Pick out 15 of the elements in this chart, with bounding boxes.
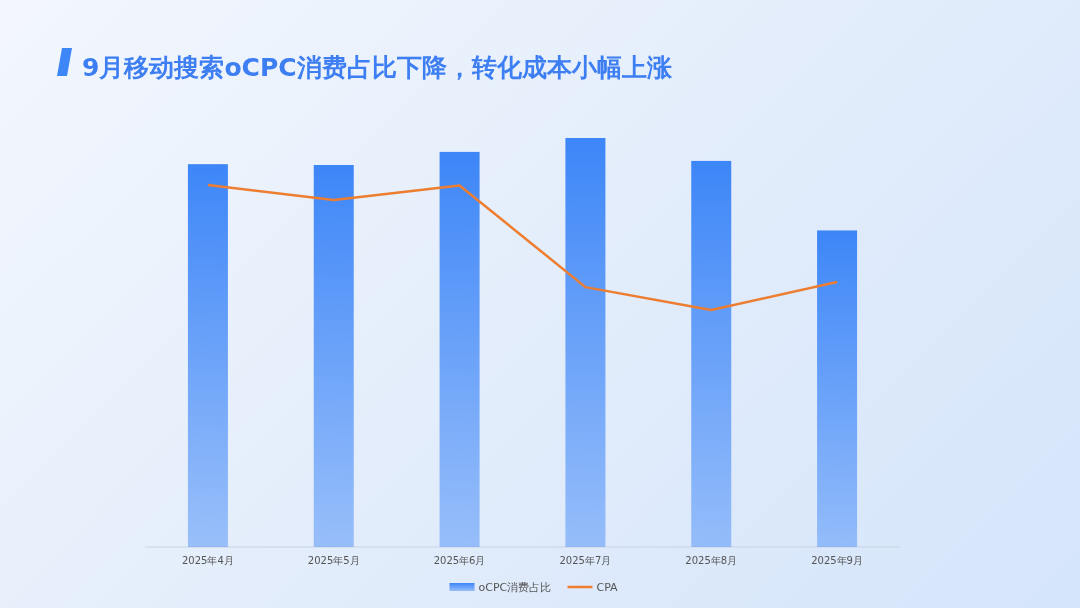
x-tick-label: 2025年8月 <box>685 555 738 566</box>
x-tick-label: 2025年7月 <box>559 555 612 566</box>
bar <box>439 151 480 547</box>
chart-title: 9月移动搜索oCPC消费占比下降，转化成本小幅上涨 <box>82 53 673 82</box>
bar <box>565 138 606 547</box>
bar <box>817 230 858 547</box>
legend-label: oCPC消费占比 <box>478 581 552 594</box>
bar <box>691 160 732 547</box>
x-tick-label: 2025年9月 <box>811 555 863 566</box>
bar <box>187 164 228 547</box>
x-tick-label: 2025年4月 <box>182 555 234 566</box>
x-tick-label: 2025年6月 <box>433 555 486 566</box>
bar <box>313 164 354 547</box>
legend-label: CPA <box>596 581 619 594</box>
x-tick-label: 2025年5月 <box>307 555 360 566</box>
